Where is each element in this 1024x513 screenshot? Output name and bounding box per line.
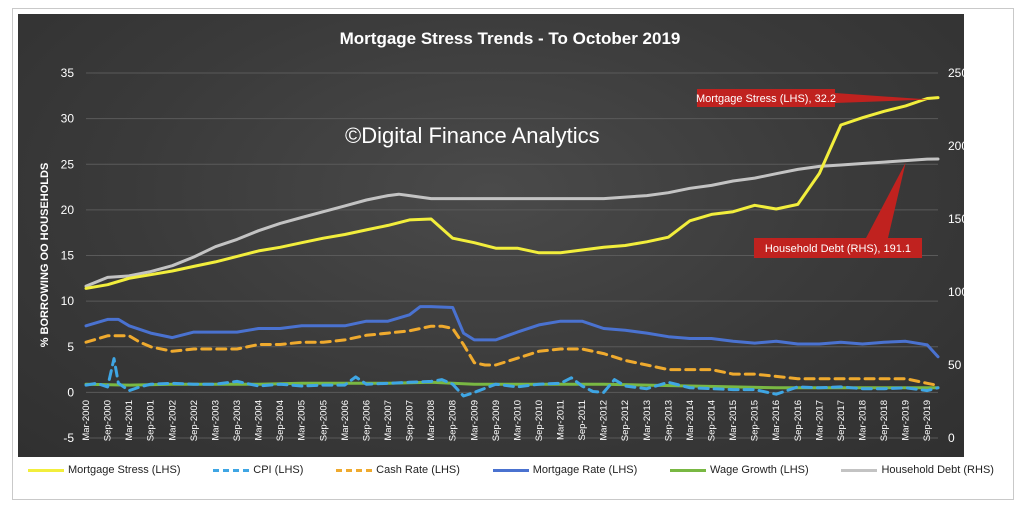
series-line-mortgage-stress-lhs <box>84 96 940 290</box>
annotation-box <box>697 89 835 107</box>
x-tick: Mar-2010 <box>512 400 523 441</box>
legend-swatch <box>28 468 64 472</box>
x-tick: Sep-2010 <box>534 400 545 441</box>
y-tick-left: 5 <box>67 340 74 354</box>
y-tick-left: 10 <box>61 294 75 308</box>
x-tick: Sep-2007 <box>405 400 416 441</box>
x-tick: Sep-2005 <box>318 400 329 441</box>
x-tick: Sep-2002 <box>189 400 200 441</box>
x-tick: Sep-2019 <box>922 400 933 441</box>
legend-item: Mortgage Rate (LHS) <box>492 464 638 476</box>
x-tick: Sep-2017 <box>836 400 847 441</box>
x-tick: Sep-2000 <box>103 400 114 441</box>
series-line-cash-rate-lhs <box>84 324 940 387</box>
x-tick: Mar-2018 <box>858 400 869 441</box>
x-tick: Sep-2008 <box>448 400 459 441</box>
legend: Mortgage Stress (LHS) CPI (LHS) Cash Rate … <box>28 452 994 488</box>
annotation-box <box>754 238 922 258</box>
y-tick-right: 50 <box>948 358 962 372</box>
x-tick: Mar-2013 <box>642 400 653 441</box>
x-tick: Mar-2008 <box>426 400 437 441</box>
x-tick: Mar-2011 <box>556 400 567 440</box>
x-tick: Sep-2004 <box>275 400 286 441</box>
chart-title: Mortgage Stress Trends - To October 2019 <box>340 29 681 48</box>
x-tick: Mar-2016 <box>771 400 782 441</box>
x-tick: Mar-2007 <box>383 400 394 441</box>
x-tick: Mar-2000 <box>81 400 92 441</box>
x-tick: Sep-2012 <box>620 400 631 441</box>
x-tick: Mar-2015 <box>728 400 739 441</box>
series-line-household-debt-rhs <box>84 157 940 288</box>
y-tick-left: 0 <box>67 385 74 399</box>
x-tick: Sep-2016 <box>793 400 804 441</box>
x-tick: Mar-2012 <box>599 400 610 441</box>
y-tick-right: 200 <box>948 139 968 153</box>
x-tick: Mar-2006 <box>340 400 351 441</box>
legend-swatch <box>841 468 878 472</box>
y-tick-left: 30 <box>61 112 75 126</box>
x-tick: Mar-2004 <box>254 400 265 441</box>
x-tick: Mar-2005 <box>297 400 308 441</box>
y-axis-right-label: HOUSEHOLD DEBT TO DISPOSABLE INCOME <box>979 133 991 376</box>
series-line-cpi-lhs <box>84 357 940 398</box>
legend-swatch <box>670 468 707 472</box>
series-line-mortgage-rate-lhs <box>84 305 940 359</box>
x-tick: Mar-2019 <box>901 400 912 441</box>
annotation-household-debt: Household Debt (RHS), 191.1 <box>765 243 911 255</box>
x-tick: Sep-2006 <box>361 400 372 441</box>
legend-item: Cash Rate (LHS) <box>336 464 460 476</box>
x-tick: Sep-2014 <box>707 400 718 441</box>
legend-swatch <box>213 468 250 472</box>
y-tick-left: 20 <box>61 203 75 217</box>
legend-label: Wage Growth (LHS) <box>710 464 809 476</box>
x-tick: Mar-2017 <box>814 400 825 441</box>
watermark: ©Digital Finance Analytics <box>345 123 600 148</box>
legend-label: CPI (LHS) <box>253 464 304 476</box>
x-tick: Sep-2013 <box>663 400 674 441</box>
annotation-pointer <box>835 93 930 103</box>
x-tick: Sep-2018 <box>879 400 890 441</box>
legend-swatch <box>492 468 529 472</box>
annotation-pointer <box>866 162 906 238</box>
y-tick-left: -5 <box>63 431 74 445</box>
x-tick: Sep-2001 <box>146 400 157 441</box>
y-tick-right: 0 <box>948 431 955 445</box>
x-tick: Mar-2002 <box>167 400 178 441</box>
annotation-mortgage-stress: Mortgage Stress (LHS), 32.2 <box>696 93 836 105</box>
x-tick: Mar-2001 <box>124 400 135 441</box>
x-tick: Mar-2003 <box>210 400 221 441</box>
legend-label: Cash Rate (LHS) <box>376 464 460 476</box>
y-axis-left-label: % BORROWING OO HOUSEHOLDS <box>39 163 51 348</box>
y-tick-left: 35 <box>61 66 75 80</box>
y-tick-left: 15 <box>61 249 75 263</box>
legend-item: Wage Growth (LHS) <box>670 464 809 476</box>
legend-item: Household Debt (RHS) <box>841 464 994 476</box>
x-tick: Sep-2011 <box>577 400 588 441</box>
legend-label: Mortgage Rate (LHS) <box>532 464 638 476</box>
x-tick: Sep-2009 <box>491 400 502 441</box>
x-tick: Mar-2014 <box>685 400 696 441</box>
legend-swatch <box>336 468 373 472</box>
legend-label: Mortgage Stress (LHS) <box>68 464 181 476</box>
y-tick-left: 25 <box>61 157 75 171</box>
legend-label: Household Debt (RHS) <box>881 464 994 476</box>
x-tick: Sep-2003 <box>232 400 243 441</box>
y-tick-right: 150 <box>948 212 968 226</box>
y-tick-right: 250 <box>948 66 968 80</box>
legend-item: CPI (LHS) <box>213 464 303 476</box>
legend-item: Mortgage Stress (LHS) <box>28 464 180 476</box>
y-tick-right: 100 <box>948 285 968 299</box>
x-tick: Sep-2015 <box>750 400 761 441</box>
x-tick: Mar-2009 <box>469 400 480 441</box>
